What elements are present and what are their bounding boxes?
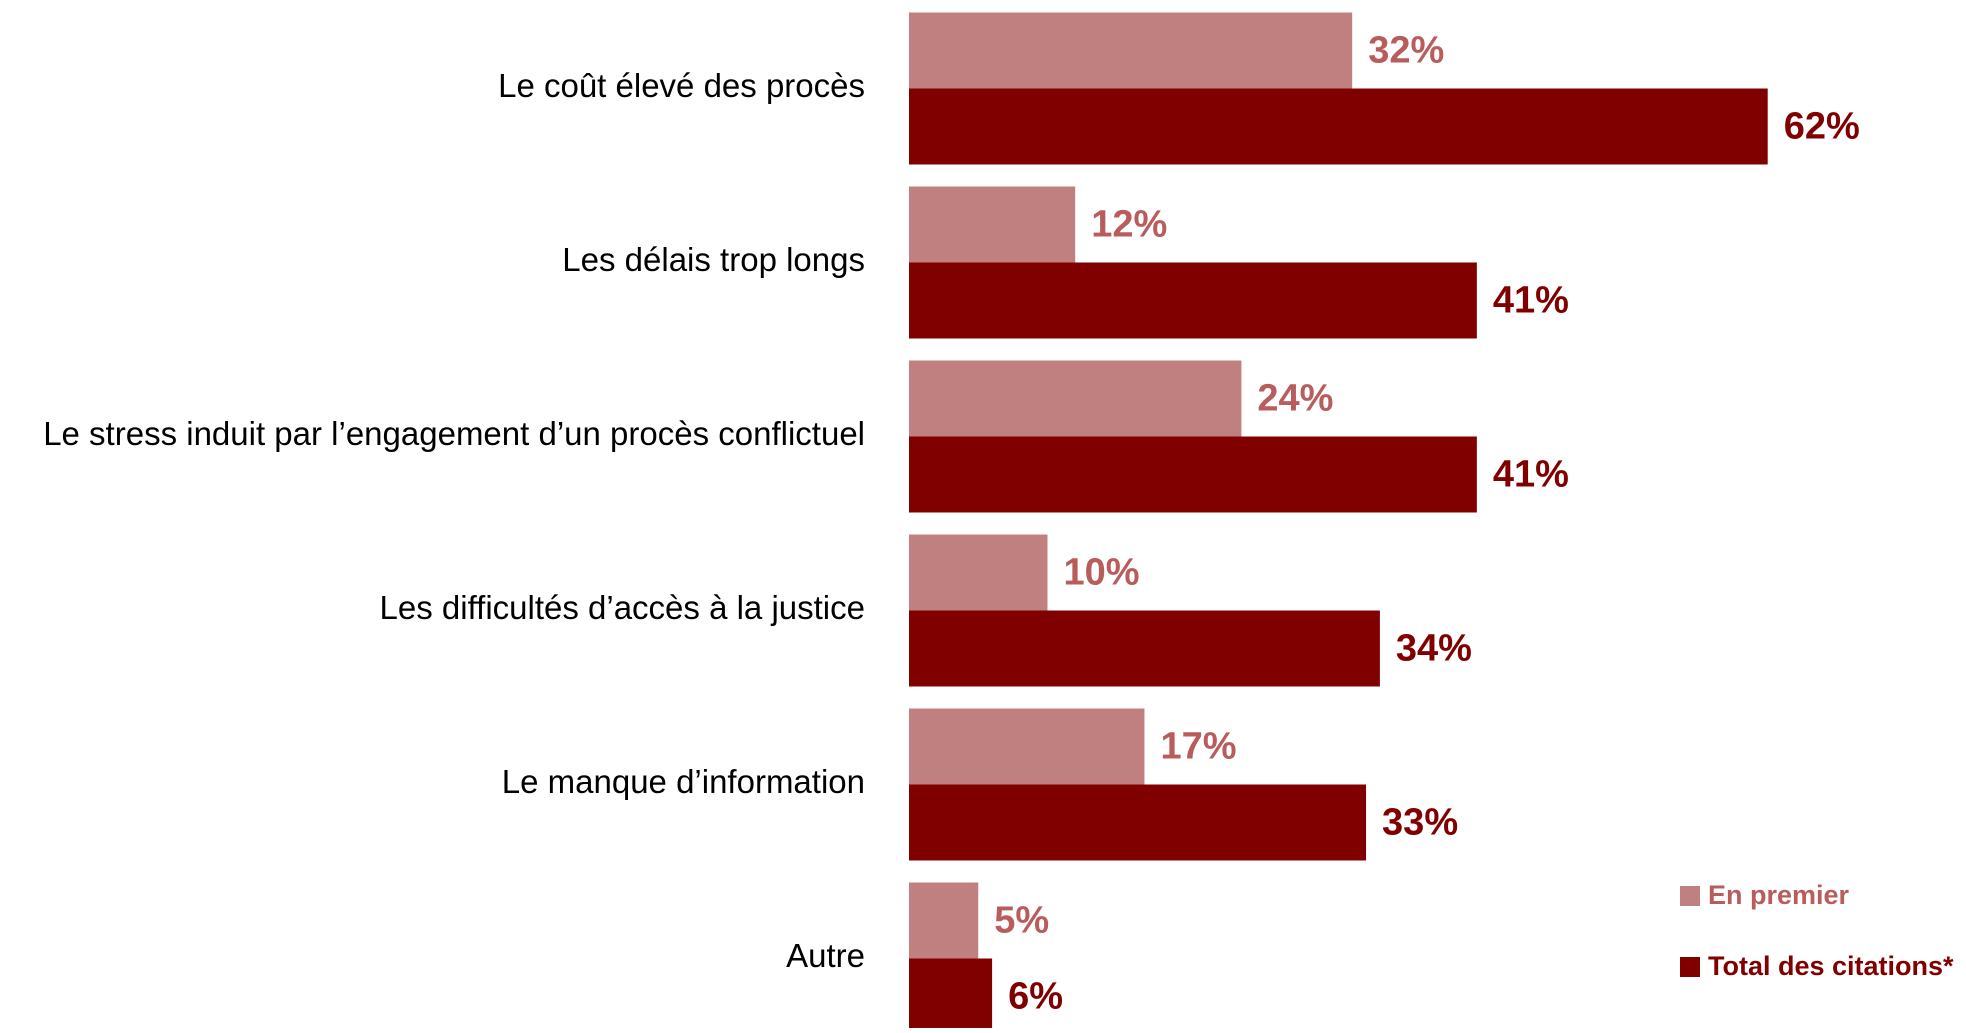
legend-label: Total des citations* [1708, 951, 1954, 981]
bar [909, 12, 1353, 89]
bar [909, 88, 1768, 165]
value-label: 12% [1091, 204, 1167, 246]
legend-swatch [1680, 886, 1700, 906]
bar [909, 186, 1076, 263]
value-label: 5% [994, 900, 1049, 942]
category-label: Le coût élevé des procès [498, 67, 865, 104]
category-label: Autre [786, 937, 865, 974]
category-label: Le stress induit par l’engagement d’un p… [43, 415, 865, 452]
bar [909, 882, 979, 959]
bar [909, 262, 1477, 339]
category-label: Les difficultés d’accès à la justice [380, 589, 865, 626]
value-label: 41% [1493, 280, 1569, 322]
value-label: 62% [1784, 106, 1860, 148]
value-label: 32% [1368, 30, 1444, 72]
bar [909, 534, 1048, 611]
value-label: 17% [1160, 726, 1236, 768]
bar [909, 436, 1477, 513]
value-label: 10% [1064, 552, 1140, 594]
legend-swatch [1680, 957, 1700, 977]
value-label: 33% [1382, 802, 1458, 844]
value-label: 6% [1008, 976, 1063, 1018]
bar [909, 360, 1242, 437]
bar [909, 958, 993, 1033]
category-label: Le manque d’information [502, 763, 865, 800]
bar [909, 784, 1367, 861]
category-label: Les délais trop longs [562, 241, 865, 278]
value-label: 41% [1493, 454, 1569, 496]
bar [909, 610, 1380, 687]
legend-label: En premier [1708, 880, 1850, 910]
value-label: 34% [1396, 628, 1472, 670]
value-label: 24% [1257, 378, 1333, 420]
bar [909, 708, 1145, 785]
